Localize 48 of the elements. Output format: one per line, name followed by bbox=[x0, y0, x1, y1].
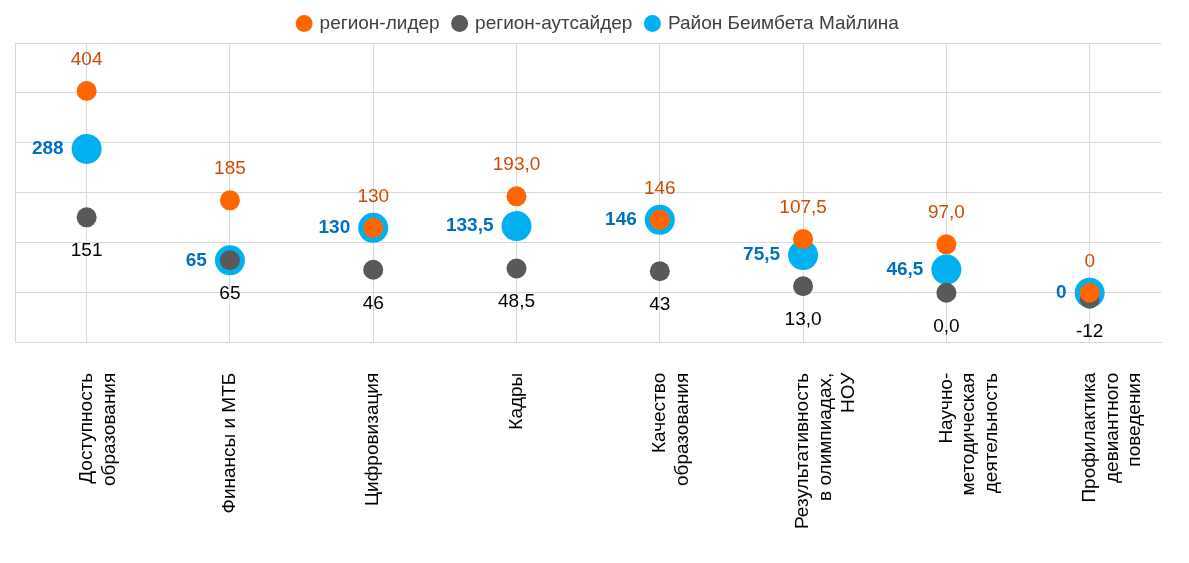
data-label: 404 bbox=[70, 47, 103, 69]
data-label: 65 bbox=[185, 248, 208, 270]
x-tick-label: Профилактика девиантного поведения bbox=[1077, 372, 1145, 503]
data-label: 288 bbox=[31, 137, 64, 159]
point bbox=[219, 190, 240, 211]
data-label: 97,0 bbox=[927, 201, 965, 223]
point bbox=[501, 211, 532, 242]
x-tick-label: Цифровизация bbox=[361, 372, 383, 506]
data-label: 65 bbox=[219, 282, 241, 304]
point bbox=[936, 234, 957, 255]
data-label: 146 bbox=[605, 208, 637, 230]
data-label: 193,0 bbox=[492, 153, 541, 175]
point bbox=[363, 259, 384, 280]
point bbox=[76, 207, 97, 228]
point bbox=[506, 258, 527, 279]
data-label: 0 bbox=[1084, 249, 1095, 271]
data-label: 151 bbox=[70, 239, 103, 261]
x-tick-label: Финансы и МТБ bbox=[218, 372, 240, 514]
data-label: 46 bbox=[362, 291, 384, 313]
point bbox=[936, 282, 957, 303]
data-label: 185 bbox=[214, 157, 246, 179]
data-label: 107,5 bbox=[779, 195, 827, 217]
data-label: 75,5 bbox=[743, 243, 781, 265]
point bbox=[76, 80, 97, 101]
point bbox=[793, 229, 814, 250]
legend-label: Район Беимбета Майлина bbox=[667, 11, 900, 33]
data-label: 48,5 bbox=[498, 290, 535, 312]
point bbox=[649, 261, 670, 282]
data-label: -12 bbox=[1075, 320, 1104, 342]
legend-label: регион-аутсайдер bbox=[475, 11, 633, 33]
point bbox=[793, 276, 814, 297]
x-tick-label: Кадры bbox=[504, 372, 526, 430]
legend-label: регион-лидер bbox=[319, 11, 440, 33]
x-tick-label: Качество образования bbox=[648, 372, 692, 486]
data-label: 130 bbox=[357, 184, 390, 206]
data-label: 133,5 bbox=[445, 214, 494, 236]
data-label: 130 bbox=[318, 216, 351, 238]
data-label: 43 bbox=[649, 293, 671, 315]
data-label: 13,0 bbox=[784, 308, 822, 330]
point bbox=[71, 133, 102, 164]
data-label: 46,5 bbox=[886, 257, 924, 279]
data-label: 146 bbox=[643, 176, 676, 198]
x-tick-label: Результативность в олимпиадах, НОУ bbox=[791, 371, 858, 529]
data-label: 0,0 bbox=[933, 314, 960, 336]
point bbox=[506, 186, 527, 207]
data-label: 0 bbox=[1056, 281, 1067, 302]
x-tick-label: Доступность образования bbox=[74, 372, 119, 486]
point bbox=[931, 254, 962, 285]
